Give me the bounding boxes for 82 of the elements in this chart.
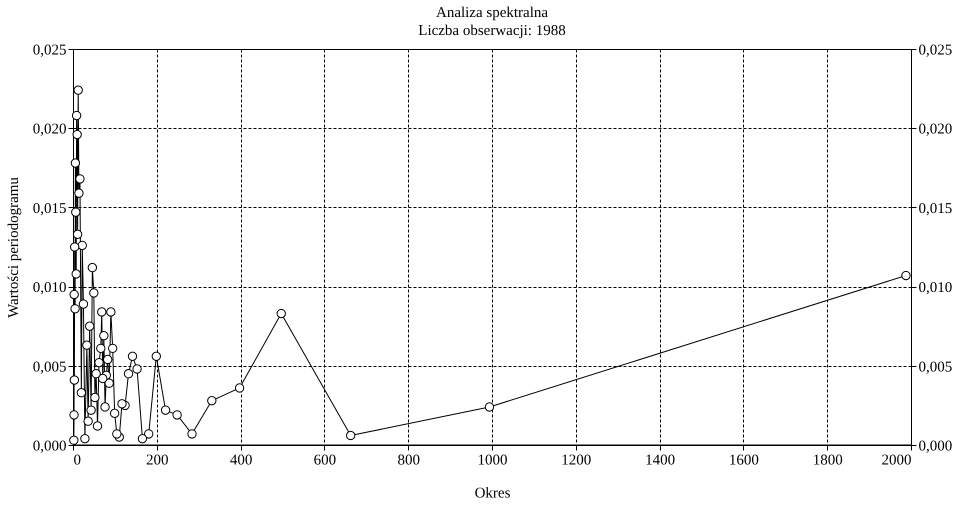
chart-subtitle: Liczba obserwacji: 1988 [418,23,566,39]
point [144,429,154,439]
point [91,369,101,378]
point [90,392,100,402]
point [89,288,99,298]
point [117,399,127,408]
y-tick-label: 0,015 [32,200,66,217]
point [187,429,197,439]
x-axis-title: Okres [474,486,511,502]
y-tick-label: 0,005 [32,359,66,376]
x-tick-label: 2000 [882,452,912,468]
x-tick-label: 1800 [812,452,843,468]
x-tick-label: 1600 [728,452,759,468]
point [124,369,134,378]
y2-tick-label: 0,025 [918,42,952,58]
point [83,416,93,426]
x-tick-label: 1200 [561,452,592,468]
point [80,434,90,444]
point [96,344,106,354]
point [207,396,216,406]
point [71,207,80,217]
point [88,262,98,272]
point [92,421,102,431]
point [69,290,79,300]
y-tick-label: 0,020 [32,122,66,138]
y2-tick-label: 0,020 [918,122,952,138]
point [72,269,81,279]
point [110,408,120,418]
point [78,240,87,250]
point [74,188,84,198]
y-tick-label: 0,010 [32,280,66,296]
point [901,270,911,280]
point [106,307,116,317]
point [132,364,142,374]
chart-title: Analiza spektralna [436,5,548,21]
point [70,242,80,252]
point [99,331,109,340]
point [82,340,92,350]
y2-tick-label: 0,010 [918,280,952,296]
point [70,375,80,385]
point [69,410,79,420]
point [484,402,494,412]
point [128,352,138,361]
point [78,299,88,309]
point [104,378,114,388]
point [346,430,356,440]
point [103,354,112,364]
y-tick-label: 0,000 [32,438,66,454]
point [76,388,86,398]
point [72,130,82,140]
x-tick-label: 800 [397,452,420,468]
y2-tick-label: 0,005 [918,359,952,376]
point [172,410,182,420]
point [98,374,108,384]
x-tick-label: 1000 [478,452,508,468]
point [86,405,96,415]
point [100,402,110,412]
point [108,344,118,354]
point [72,230,82,240]
point [74,86,83,95]
x-tick-label: 1400 [645,452,676,468]
point [152,352,161,361]
point [276,308,286,318]
point [94,358,104,368]
y-axis-title: Wartości periodogramu [6,176,22,318]
point [72,110,82,120]
point [70,158,80,168]
x-tick-label: 0 [74,452,81,468]
y-tick-label: 0,025 [32,42,66,58]
point [97,307,106,317]
point [70,304,80,314]
y2-tick-label: 0,000 [918,438,952,454]
x-tick-label: 200 [146,452,169,468]
point [84,322,94,331]
point [75,174,85,184]
point [112,429,122,439]
point [160,405,170,415]
y2-tick-label: 0,015 [918,200,952,217]
point [234,383,244,393]
x-tick-label: 400 [230,452,252,468]
x-tick-label: 600 [314,452,336,468]
point [138,434,148,444]
